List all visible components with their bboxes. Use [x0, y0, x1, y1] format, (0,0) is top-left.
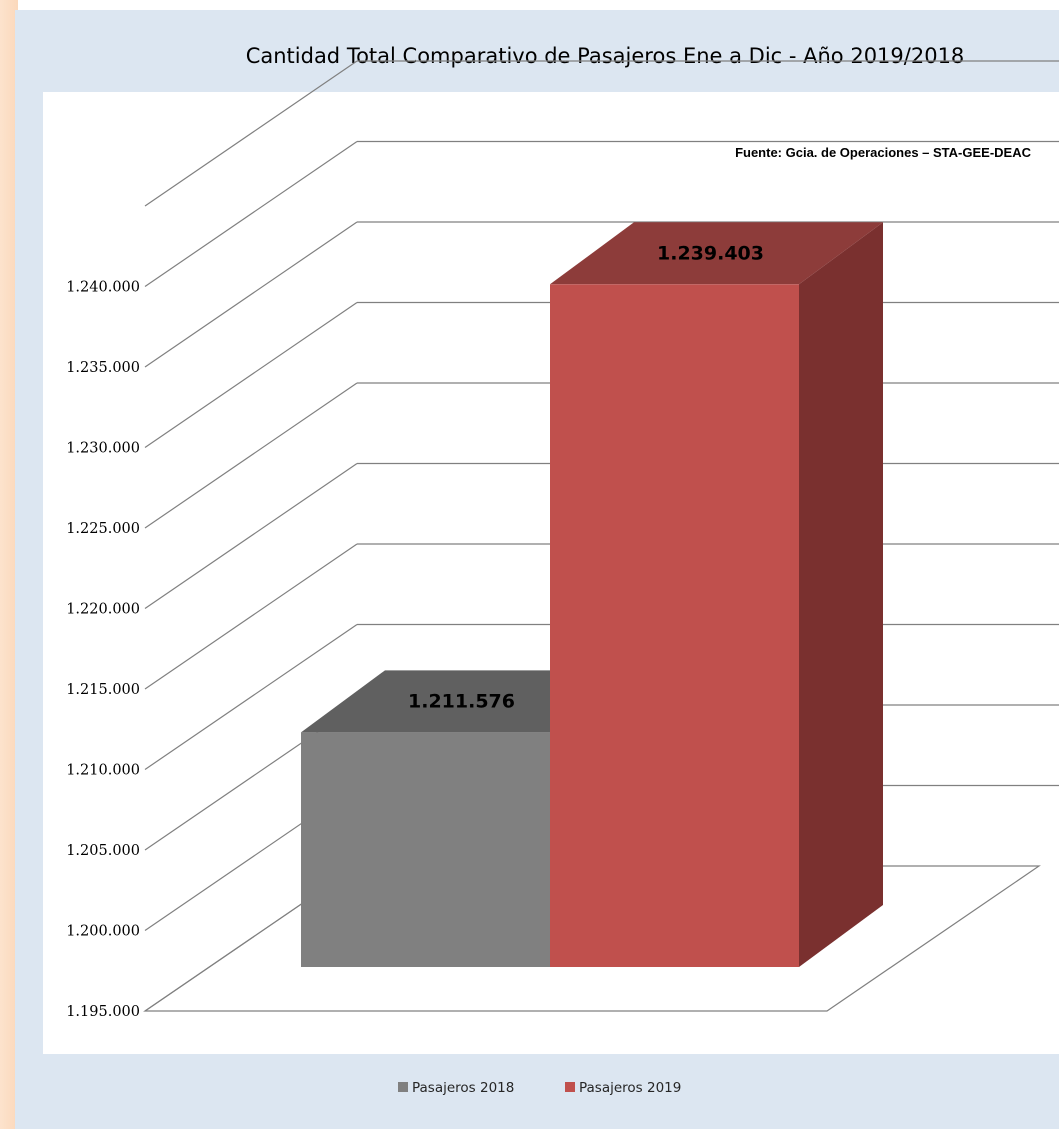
y-tick-label: 1.225.000: [66, 521, 140, 537]
legend: Pasajeros 2018 Pasajeros 2019: [398, 1080, 681, 1096]
data-label-2: 1.239.403: [657, 242, 764, 264]
legend-label-2: Pasajeros 2019: [579, 1080, 681, 1096]
data-label-1: 1.211.576: [408, 690, 515, 712]
floor: [143, 865, 1041, 1012]
gridline-side: [144, 382, 358, 529]
gridline-side: [144, 141, 358, 287]
bar-1: [301, 732, 550, 967]
y-tick-label: 1.220.000: [66, 602, 140, 618]
chart-svg: Cantidad Total Comparativo de Pasajeros …: [43, 44, 1059, 1096]
y-tick-label: 1.210.000: [66, 763, 140, 779]
y-tick-label: 1.205.000: [66, 843, 140, 859]
y-tick-label: 1.230.000: [66, 441, 140, 457]
bar-2: [550, 284, 799, 967]
gridline-side: [144, 302, 358, 448]
gridline-side: [144, 543, 358, 690]
y-tick-label: 1.200.000: [66, 924, 140, 940]
legend-swatch-2: [565, 1082, 575, 1092]
gridline-side: [144, 463, 358, 609]
legend-label-1: Pasajeros 2018: [412, 1080, 514, 1096]
chart-frame: Cantidad Total Comparativo de Pasajeros …: [15, 10, 1059, 1129]
gridline-side: [144, 624, 358, 770]
bars: [301, 222, 883, 967]
y-tick-label: 1.215.000: [66, 682, 140, 698]
source-note: Fuente: Gcia. de Operaciones – STA-GEE-D…: [735, 145, 1032, 160]
gridline-side-top: [144, 60, 358, 207]
gridline-side: [144, 221, 358, 368]
y-tick-label: 1.195.000: [66, 1004, 140, 1020]
data-labels: 1.211.576 1.239.403: [408, 242, 764, 712]
y-tick-label: 1.235.000: [66, 360, 140, 376]
y-axis-ticks: 1.195.000 1.200.000 1.205.000 1.210.000 1.21…: [66, 280, 140, 1021]
bar-top-2: [550, 222, 883, 285]
bar-side-2: [799, 222, 883, 967]
legend-swatch-1: [398, 1082, 408, 1092]
y-tick-label: 1.240.000: [66, 280, 140, 296]
chart-title: Cantidad Total Comparativo de Pasajeros …: [246, 44, 965, 68]
